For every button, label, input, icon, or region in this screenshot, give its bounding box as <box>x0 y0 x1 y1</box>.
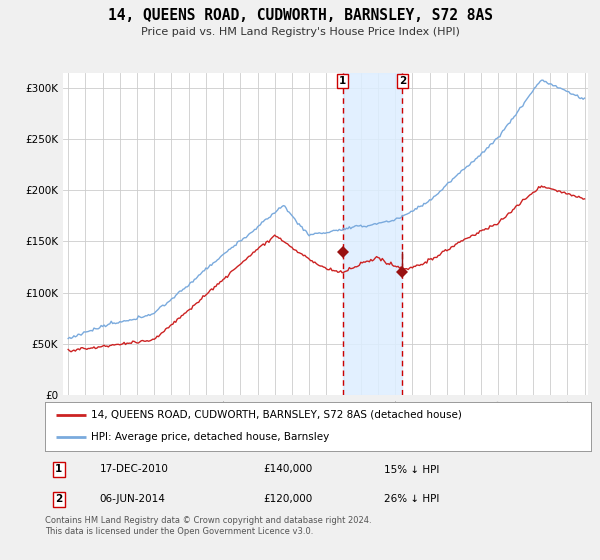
Text: 17-DEC-2010: 17-DEC-2010 <box>100 464 169 474</box>
Text: HPI: Average price, detached house, Barnsley: HPI: Average price, detached house, Barn… <box>91 432 329 442</box>
Text: 1: 1 <box>55 464 62 474</box>
Text: 14, QUEENS ROAD, CUDWORTH, BARNSLEY, S72 8AS: 14, QUEENS ROAD, CUDWORTH, BARNSLEY, S72… <box>107 8 493 24</box>
Text: 14, QUEENS ROAD, CUDWORTH, BARNSLEY, S72 8AS (detached house): 14, QUEENS ROAD, CUDWORTH, BARNSLEY, S72… <box>91 410 462 420</box>
Text: 06-JUN-2014: 06-JUN-2014 <box>100 494 166 505</box>
Bar <box>343 73 403 395</box>
Text: Contains HM Land Registry data © Crown copyright and database right 2024.
This d: Contains HM Land Registry data © Crown c… <box>45 516 371 536</box>
Text: 1: 1 <box>339 76 347 86</box>
Text: Price paid vs. HM Land Registry's House Price Index (HPI): Price paid vs. HM Land Registry's House … <box>140 27 460 37</box>
Text: £140,000: £140,000 <box>263 464 313 474</box>
Text: 15% ↓ HPI: 15% ↓ HPI <box>383 464 439 474</box>
Text: £120,000: £120,000 <box>263 494 313 505</box>
Text: 2: 2 <box>55 494 62 505</box>
Text: 2: 2 <box>399 76 406 86</box>
Text: 26% ↓ HPI: 26% ↓ HPI <box>383 494 439 505</box>
